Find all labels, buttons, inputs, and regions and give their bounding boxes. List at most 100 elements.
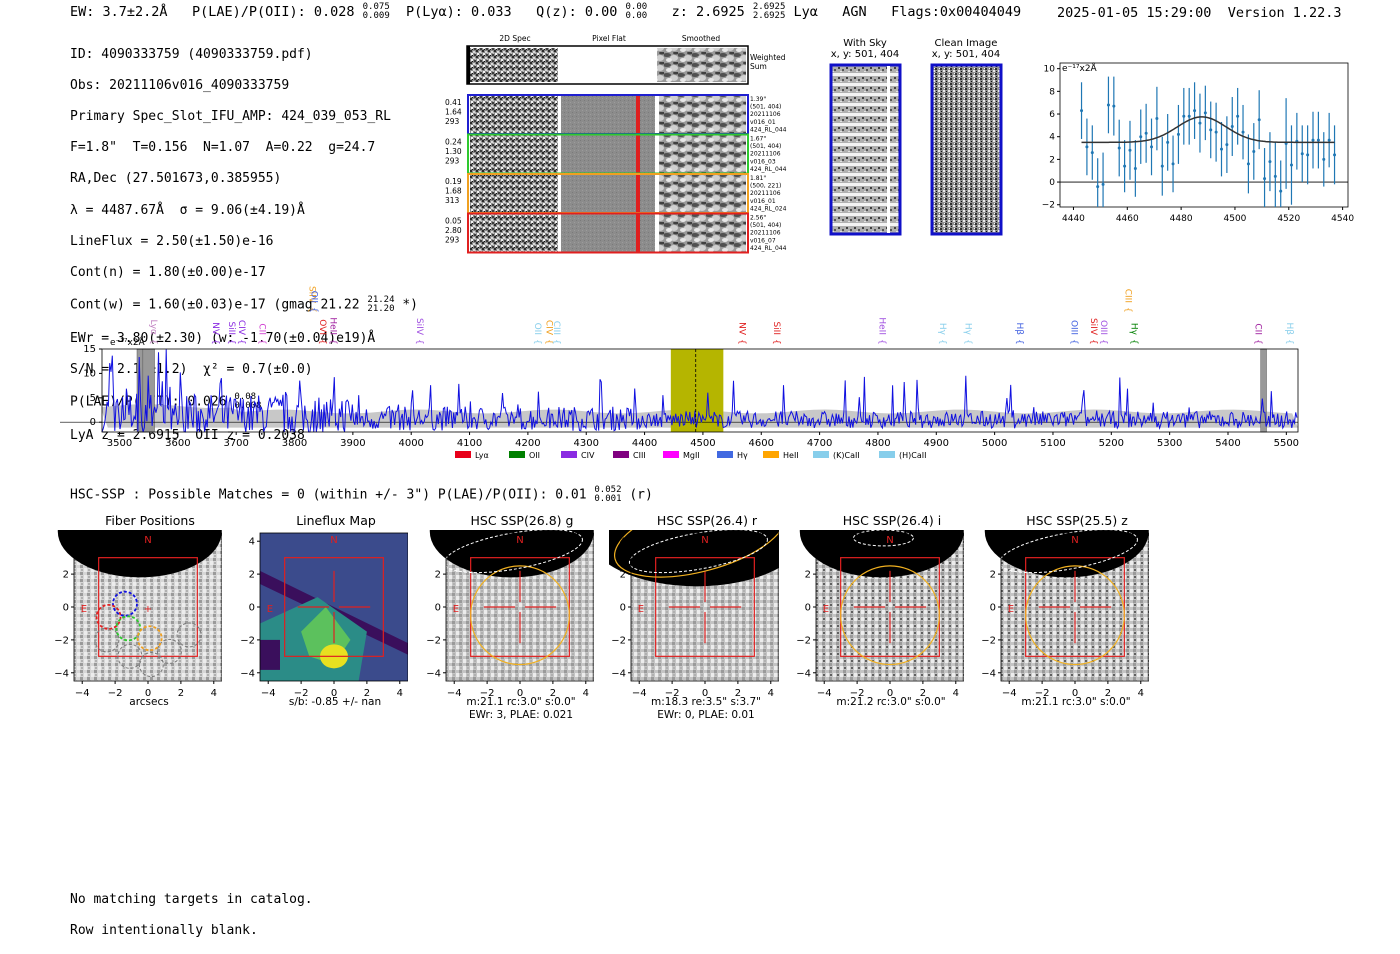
cutout-smooth-image [659,175,746,212]
hsc-xtick-label: 2 [364,688,370,699]
zoom-point [1316,138,1320,142]
east-label: E [81,604,87,615]
weighted-smooth-image [657,48,746,82]
emission-line-bracket: { [307,307,317,313]
emission-line-label: CII [257,323,267,335]
hsc-panel-image: N E 4 2 0 −2 −4 −4 −2 0 2 4 [240,532,408,699]
zoom-point [1311,138,1315,142]
zoom-ytick-label: 6 [1049,110,1055,120]
zoom-point [1096,185,1100,189]
cutout-gap [655,214,659,252]
cutout-col-smooth: Smoothed [682,34,721,43]
cutout-flat-image [561,96,655,133]
hsc-ytick-label: 4 [805,537,811,548]
info-contw-text: Cont(w) = 1.60(±0.03)e-17 (gmag 21.22 [70,297,360,313]
legend-label: Hγ [737,451,748,460]
cutout-label: 2.56" [750,215,766,222]
hsc-ytick-label: −4 [54,668,69,679]
full-xtick-label: 5400 [1215,438,1240,449]
cutout-smooth-image [659,214,746,252]
zoom-point [1101,182,1105,186]
cutout-label: 424_RL_044 [750,166,787,173]
fiber-circle [156,638,182,664]
zoom-ytick-label: −2 [1042,201,1055,211]
full-spectrum-plot: e⁻¹⁷x2Å 15 10 5 0 3500 3600 3700 3800 3900 4000 41… [60,286,1299,460]
withsky-stripe [887,66,890,233]
hsc-xtick-label: −4 [632,688,647,699]
footer-line-1: No matching targets in catalog. [70,891,313,907]
hsc-caption-2: EWr: 0, PLAE: 0.01 [657,709,755,721]
emission-line-bracket: { [551,339,561,345]
zoom-point [1236,114,1240,118]
zoom-point [1273,174,1277,178]
emission-line-label: CIII [1122,289,1132,303]
zoom-point [1252,149,1256,153]
cutout-flat-marker [636,214,640,252]
weighted-2d-image [470,48,558,82]
emission-line-bracket: { [414,339,424,345]
cutout-gap [558,135,561,173]
zoom-xtick-label: 4440 [1062,214,1085,224]
selected-source-ellipse [1025,565,1125,666]
header-z-hi: 2.6925 [752,2,786,12]
cutout-gap [558,175,561,212]
hsc-ytick-label: −2 [54,635,69,646]
hsc-ytick-label: −2 [240,635,255,646]
legend-label: (H)CaII [899,451,926,460]
legend-label: HeII [783,451,799,460]
zoom-point [1090,151,1094,155]
east-label: E [1008,604,1014,615]
cutout-smooth-image [659,96,746,133]
cutout-smooth-image [659,135,746,173]
hsc-ytick-label: 4 [990,537,996,548]
hsc-panel-image: N E 4 2 0 −2 −4 −4 −2 0 2 4 [609,530,779,699]
zoom-line-plot: e⁻¹⁷x2Å 10 8 6 4 2 0 −2 4440 4460 4480 4500 4520 454… [1042,62,1355,224]
zoom-ytick-label: 4 [1049,133,1055,143]
cutout-label: 20211106 [750,230,781,237]
hsc-xtick-label: 4 [583,688,589,699]
cutout-stat: 293 [445,236,460,245]
info-obs: Obs: 20211106v016_4090333759 [70,77,290,93]
hsc-xtick-label: −2 [665,688,680,699]
emission-line-bracket: { [544,339,554,345]
zoom-point [1150,145,1154,149]
fiber-circle [176,622,202,648]
emission-line-label: OIII [1069,320,1079,335]
header-z-bounds: 2.6925 2.6925 [753,3,786,21]
east-label: E [453,604,459,615]
cutout-label: 424_RL_024 [750,205,787,212]
hsc-panel-title: HSC SSP(25.5) z [1026,513,1128,528]
zoom-point [1128,148,1132,152]
emission-line-bracket: { [1284,339,1294,345]
emission-line-bracket: { [317,339,327,345]
cutout-flat-image [561,175,655,212]
cutout-flat-image [561,135,655,173]
emission-line-bracket: { [226,339,236,345]
full-xtick-label: 4600 [749,438,774,449]
hsc-xtick-label: −2 [294,688,309,699]
east-label: E [823,604,829,615]
full-xtick-label: 4000 [398,438,423,449]
emission-line-bracket: { [877,339,887,345]
cutout-label: 20211106 [750,151,781,158]
zoom-xtick-label: 4540 [1331,214,1354,224]
emission-line-label: CII [1252,323,1262,335]
cutout-col-2dspec: 2D Spec [499,34,530,43]
hsc-ytick-label: 0 [990,603,996,614]
hsc-ytick-label: 4 [620,537,626,548]
cutout-2d-image [470,96,558,133]
legend-swatch [455,451,471,458]
info-plae-hi: 0.08 [234,392,257,403]
emission-line-label: HeII [328,317,338,335]
emission-line-label: SiIV [1088,318,1098,336]
weighted-sum-row [466,45,749,85]
hsc-ytick-label: 2 [990,570,996,581]
info-id: ID: 4090333759 (4090333759.pdf) [70,46,313,62]
emission-line-label: NV [737,322,747,336]
emission-line-label: CIV [236,320,246,336]
hsc-xtick-label: −2 [480,688,495,699]
hsc-xtick-label: 0 [1072,688,1078,699]
zoom-xtick-label: 4460 [1116,214,1139,224]
